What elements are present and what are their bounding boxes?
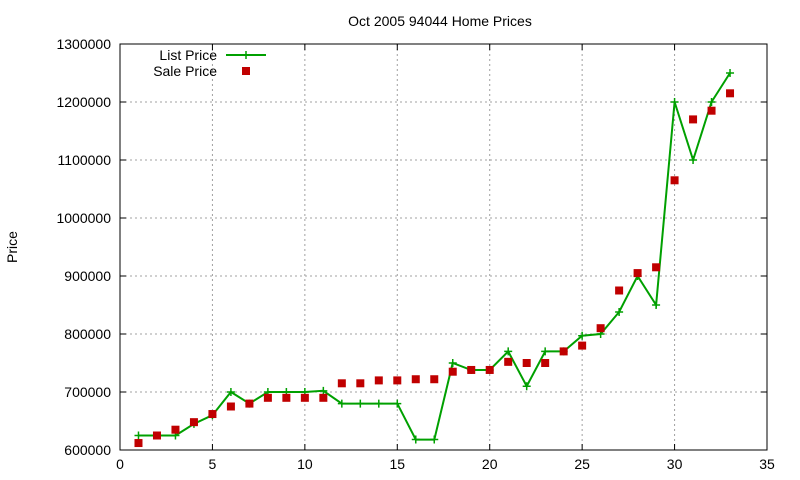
list-price-point — [541, 347, 550, 356]
x-tick-label: 10 — [297, 456, 313, 472]
x-tick-label: 30 — [667, 456, 683, 472]
y-tick-label: 1000000 — [56, 210, 111, 226]
sale-price-point — [263, 393, 272, 402]
list-price-point — [522, 382, 531, 391]
y-tick-label: 1300000 — [56, 36, 111, 52]
x-tick-label: 0 — [116, 456, 124, 472]
x-tick-label: 20 — [482, 456, 498, 472]
list-price-point — [504, 347, 513, 356]
x-axis-tick-labels: 0 5 10 15 20 25 30 35 — [116, 456, 775, 472]
sale-price-point — [393, 376, 402, 385]
sale-price-point — [448, 367, 457, 376]
list-price-point — [134, 431, 143, 440]
grid-lines — [120, 44, 767, 450]
legend-marker-sale-price — [242, 67, 250, 75]
sale-price-point — [596, 324, 605, 333]
sale-price-point — [467, 365, 476, 374]
y-tick-label: 700000 — [64, 384, 111, 400]
legend: List Price Sale Price — [153, 47, 266, 79]
y-tick-label: 800000 — [64, 326, 111, 342]
sale-price-point — [226, 402, 235, 411]
sale-price-point — [559, 347, 568, 356]
list-price-point — [374, 399, 383, 408]
x-tick-label: 35 — [759, 456, 775, 472]
sale-price-point — [541, 359, 550, 367]
list-price-line — [138, 72, 731, 441]
sale-price-point — [670, 176, 679, 185]
list-price-point — [726, 69, 735, 77]
sale-price-point — [152, 431, 161, 440]
list-price-point — [411, 435, 420, 444]
legend-label-sale-price: Sale Price — [153, 63, 217, 79]
sale-price-point — [282, 393, 291, 402]
list-price-point — [615, 307, 624, 316]
list-price-point — [707, 98, 716, 106]
list-price-point — [337, 399, 346, 408]
list-price-point — [448, 359, 457, 367]
sale-price-point — [504, 357, 513, 366]
series-layer — [134, 69, 735, 448]
list-price-point — [356, 399, 365, 408]
sale-price-point — [652, 263, 661, 272]
list-price-point — [319, 386, 328, 395]
y-axis-label: Price — [4, 231, 20, 263]
sale-price-point — [522, 359, 531, 367]
sale-price-point — [726, 89, 735, 98]
list-price-point — [226, 388, 235, 396]
plot-frame — [119, 43, 768, 451]
y-tick-label: 600000 — [64, 442, 111, 458]
sale-price-point — [337, 379, 346, 388]
y-tick-label: 900000 — [64, 268, 111, 284]
list-price-point — [652, 301, 661, 309]
sale-price-point — [485, 365, 494, 374]
sale-price-point — [689, 115, 698, 124]
chart-title: Oct 2005 94044 Home Prices — [348, 13, 532, 29]
sale-price-point — [300, 393, 309, 402]
sale-price-point — [633, 269, 642, 278]
sale-price-point — [189, 418, 198, 427]
axis-ticks — [119, 43, 768, 451]
list-price-point — [430, 435, 439, 444]
legend-marker-list-price — [242, 51, 250, 59]
y-axis-tick-labels: 600000 700000 800000 900000 1000000 1100000 12… — [56, 36, 111, 458]
legend-label-list-price: List Price — [159, 47, 217, 63]
x-tick-label: 25 — [574, 456, 590, 472]
sale-price-point — [430, 375, 439, 384]
list-price-point — [393, 399, 402, 408]
legend-plus-glyph — [242, 51, 250, 59]
sale-price-point — [374, 376, 383, 385]
sale-price-point — [578, 341, 587, 350]
sale-price-point — [134, 439, 143, 448]
sale-price-point — [319, 393, 328, 402]
sale-price-point — [615, 286, 624, 295]
sale-price-point — [245, 399, 254, 408]
sale-price-point — [411, 375, 420, 384]
list-price-point — [670, 98, 679, 106]
x-tick-label: 15 — [389, 456, 405, 472]
sale-price-point — [171, 425, 180, 434]
list-price-point — [689, 156, 698, 164]
x-tick-label: 5 — [209, 456, 217, 472]
list-price-point — [578, 331, 587, 340]
sale-price-point — [356, 379, 365, 388]
y-tick-label: 1100000 — [58, 152, 112, 168]
sale-price-point — [208, 410, 217, 419]
y-tick-label: 1200000 — [56, 94, 111, 110]
sale-price-point — [707, 106, 716, 115]
